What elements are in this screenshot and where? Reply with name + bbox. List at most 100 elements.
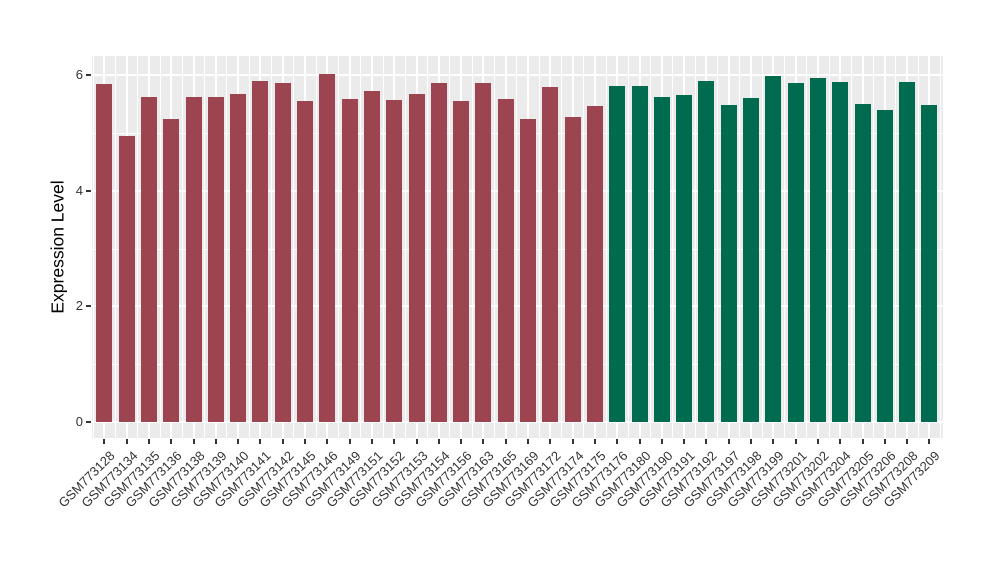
gridline-major-y6 [92, 74, 943, 77]
bar-GSM773176 [609, 86, 626, 422]
gridline-minor-x [538, 56, 540, 438]
bar-GSM773138 [185, 97, 202, 422]
y-tick-mark [86, 189, 91, 192]
x-tick-mark [170, 439, 173, 444]
gridline-minor-y5 [92, 133, 943, 134]
x-tick-mark [705, 439, 708, 444]
x-tick-mark [237, 439, 240, 444]
gridline-minor-x [471, 56, 473, 438]
x-tick-mark [214, 439, 217, 444]
bar-GSM773202 [809, 78, 826, 422]
bar-GSM773197 [720, 105, 737, 422]
x-tick-mark [794, 439, 797, 444]
gridline-minor-x [92, 56, 94, 438]
bar-GSM773209 [921, 105, 938, 422]
gridline-minor-x [159, 56, 161, 438]
x-tick-mark [482, 439, 485, 444]
gridline-minor-x [828, 56, 830, 438]
bar-GSM773139 [207, 96, 224, 422]
gridline-minor-x [382, 56, 384, 438]
x-tick-mark [103, 439, 106, 444]
bar-GSM773198 [743, 97, 759, 422]
bar-GSM773134 [118, 136, 135, 422]
x-tick-mark [259, 439, 262, 444]
gridline-minor-x [204, 56, 206, 438]
gridline-minor-x [583, 56, 585, 438]
x-tick-mark [415, 439, 418, 444]
bar-GSM773149 [341, 99, 358, 422]
gridline-minor-x [181, 56, 183, 438]
bar-GSM773199 [765, 75, 782, 422]
x-tick-mark [616, 439, 619, 444]
bar-GSM773208 [899, 81, 916, 422]
bar-GSM773145 [297, 100, 313, 422]
bar-GSM773165 [497, 98, 514, 422]
bar-GSM773142 [274, 82, 291, 422]
bar-GSM773152 [386, 100, 403, 422]
bar-GSM773153 [408, 94, 425, 422]
x-tick-mark [660, 439, 663, 444]
bar-GSM773205 [854, 104, 871, 422]
bar-GSM773180 [631, 86, 648, 422]
x-tick-mark [147, 439, 150, 444]
gridline-minor-x [293, 56, 295, 438]
bar-GSM773192 [698, 80, 715, 422]
gridline-minor-x [627, 56, 629, 438]
gridline-minor-x [605, 56, 607, 438]
y-tick-label: 0 [75, 414, 83, 429]
gridline-minor-x [494, 56, 496, 438]
x-tick-mark [192, 439, 195, 444]
x-tick-mark [549, 439, 552, 444]
x-tick-mark [393, 439, 396, 444]
x-tick-mark [683, 439, 686, 444]
gridline-minor-y3 [92, 248, 943, 250]
x-tick-mark [638, 439, 641, 444]
x-tick-mark [593, 439, 596, 444]
bar-GSM773146 [319, 74, 336, 422]
gridline-minor-x [137, 56, 139, 438]
gridline-minor-x [404, 56, 406, 438]
plot-panel [92, 56, 943, 438]
gridline-minor-x [360, 56, 362, 438]
x-tick-mark [437, 439, 440, 444]
bar-GSM773172 [542, 87, 559, 422]
gridline-minor-x [650, 56, 652, 438]
bar-GSM773141 [252, 80, 269, 422]
bar-GSM773151 [363, 90, 380, 422]
x-tick-mark [816, 439, 819, 444]
bar-GSM773163 [475, 82, 492, 422]
y-tick-label: 4 [75, 182, 83, 198]
gridline-minor-x [873, 56, 875, 438]
bar-GSM773201 [787, 83, 804, 422]
x-tick-mark [281, 439, 284, 444]
bar-GSM773174 [564, 117, 581, 422]
x-tick-mark [928, 439, 931, 444]
gridline-minor-x [850, 56, 852, 438]
x-tick-mark [906, 439, 909, 444]
gridline-minor-x [449, 56, 451, 438]
bar-GSM773156 [453, 101, 470, 422]
gridline-minor-x [337, 56, 339, 438]
y-tick-mark [86, 305, 91, 308]
gridline-minor-x [315, 56, 317, 438]
gridline-minor-x [917, 56, 919, 438]
gridline-minor-x [940, 56, 942, 438]
x-tick-mark [460, 439, 463, 444]
bar-GSM773154 [430, 83, 447, 422]
y-tick-label: 6 [75, 67, 83, 83]
bar-GSM773140 [230, 94, 247, 422]
x-tick-mark [348, 439, 351, 444]
x-tick-mark [883, 439, 886, 444]
x-tick-mark [504, 439, 507, 444]
gridline-minor-x [114, 56, 116, 438]
bar-GSM773135 [140, 96, 157, 422]
bar-GSM773128 [96, 83, 113, 422]
x-tick-mark [304, 439, 306, 444]
gridline-minor-x [783, 56, 785, 438]
gridline-minor-x [806, 56, 808, 438]
gridline-minor-x [271, 56, 273, 438]
gridline-minor-x [694, 56, 696, 438]
bar-GSM773190 [653, 96, 670, 422]
bar-GSM773204 [832, 82, 849, 422]
x-tick-mark [125, 439, 128, 444]
